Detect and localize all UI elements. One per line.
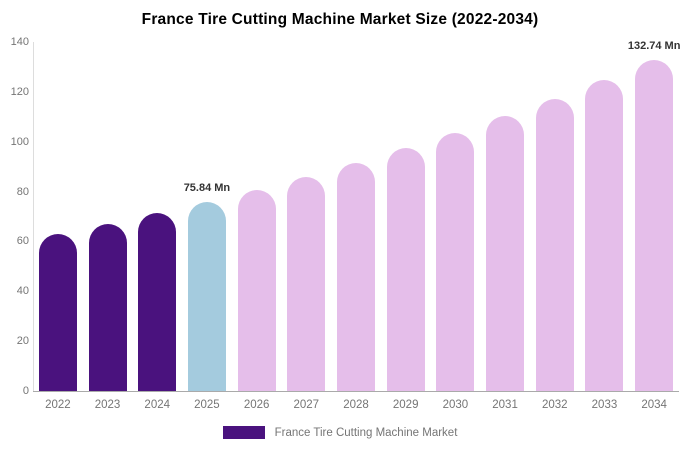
x-tick-2033: 2033: [591, 399, 618, 411]
legend-label: France Tire Cutting Machine Market: [274, 426, 458, 439]
x-tick-2029: 2029: [392, 399, 419, 411]
bar-2023: [88, 223, 127, 391]
x-tick-2028: 2028: [343, 399, 369, 411]
y-tick-120: 120: [10, 85, 29, 98]
legend-swatch: [222, 426, 265, 439]
plot-area: 0 20 40 60 80 100 120 140 75.84 Mn 132.74 Mn 202…: [11, 36, 680, 411]
x-tick-2031: 2031: [492, 399, 518, 411]
data-label-2034: 132.74 Mn: [627, 40, 680, 53]
x-tick-2027: 2027: [293, 399, 320, 411]
bar-2029: [386, 148, 425, 391]
y-tick-60: 60: [16, 235, 29, 248]
x-tick-2034: 2034: [641, 399, 667, 411]
bar-2034: [635, 60, 674, 391]
legend: France Tire Cutting Machine Market: [0, 426, 680, 439]
x-axis-line: [33, 391, 679, 392]
x-tick-2024: 2024: [144, 399, 171, 411]
bar-2025: [187, 201, 226, 391]
data-label-2025: 75.84 Mn: [183, 181, 231, 194]
bar-2032: [535, 98, 574, 391]
y-tick-0: 0: [22, 385, 29, 397]
x-tick-2032: 2032: [541, 399, 568, 411]
x-tick-2026: 2026: [243, 399, 270, 411]
bar-2026: [237, 189, 276, 391]
x-tick-2023: 2023: [94, 399, 121, 411]
y-axis-line: [33, 42, 34, 391]
y-tick-20: 20: [16, 335, 29, 348]
bar-2028: [337, 163, 375, 391]
chart-title: France Tire Cutting Machine Market Size …: [141, 11, 539, 28]
bar-2022: [38, 234, 77, 391]
bar-2027: [287, 176, 326, 391]
x-tick-2025: 2025: [194, 399, 220, 411]
bar-2031: [486, 116, 525, 391]
y-tick-80: 80: [16, 185, 29, 198]
bar-2024: [138, 213, 177, 391]
y-tick-100: 100: [10, 135, 29, 148]
x-tick-2030: 2030: [442, 399, 469, 411]
bar-2033: [585, 80, 624, 391]
y-tick-40: 40: [16, 285, 29, 298]
x-tick-2022: 2022: [45, 399, 71, 411]
bar-2030: [436, 133, 475, 391]
y-tick-140: 140: [10, 36, 29, 48]
